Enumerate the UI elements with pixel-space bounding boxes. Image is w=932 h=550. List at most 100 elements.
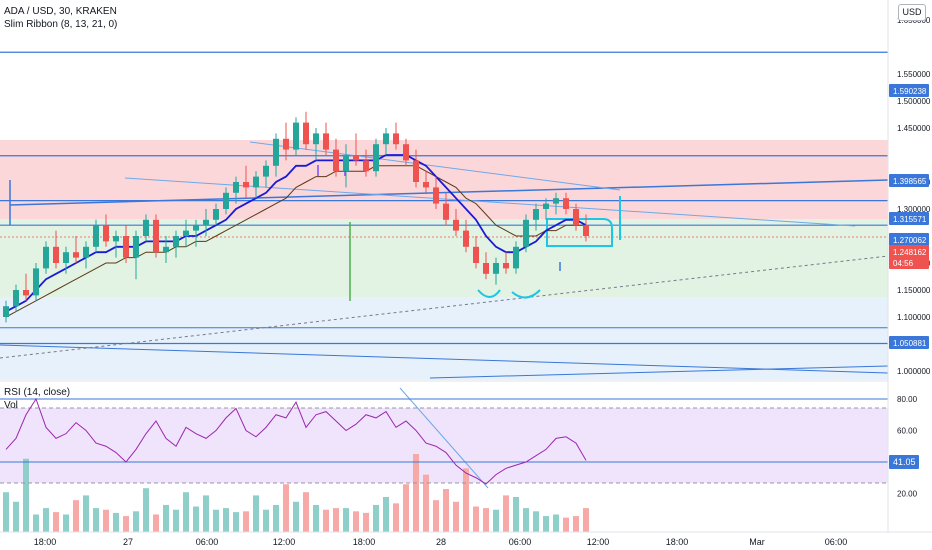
- rsi-tick-label: 80.00: [897, 395, 918, 404]
- candle-body: [513, 246, 519, 269]
- currency-button[interactable]: USD: [898, 4, 926, 21]
- candle: [113, 230, 119, 258]
- candle-body: [33, 268, 39, 296]
- candle: [543, 198, 549, 220]
- volume-bar: [253, 495, 259, 532]
- volume-bar: [493, 509, 499, 532]
- price-tag-bg: [889, 256, 929, 269]
- candle: [33, 263, 39, 301]
- candle: [293, 117, 299, 155]
- time-tick-label: 18:00: [353, 537, 376, 547]
- price-tag: 1.398565: [889, 174, 929, 187]
- candle: [553, 192, 559, 215]
- rsi-tick-label: 60.00: [897, 427, 918, 436]
- candle: [393, 122, 399, 150]
- price-tick-label: 1.450000: [897, 124, 931, 133]
- candle-body: [3, 306, 9, 317]
- candle: [333, 138, 339, 177]
- volume-bar: [383, 496, 389, 532]
- lower-zone: [0, 297, 888, 380]
- trendline-bottom[interactable]: [429, 365, 889, 379]
- price-tick-label: 1.100000: [897, 313, 931, 322]
- trendline-upper[interactable]: [9, 179, 889, 206]
- price-tag: 1.248162: [889, 245, 929, 258]
- time-tick-label: 18:00: [666, 537, 689, 547]
- candle-body: [583, 225, 589, 236]
- candle-body: [393, 133, 399, 145]
- candle-body: [493, 263, 499, 274]
- candle-body: [563, 198, 569, 209]
- price-tag-text: 1.270062: [893, 236, 927, 245]
- trendline-dashed[interactable]: [0, 255, 889, 359]
- volume-bar: [133, 511, 139, 532]
- candle: [373, 138, 379, 177]
- candle-body: [233, 182, 239, 193]
- candle-body: [163, 246, 169, 253]
- price-tag-text: 1.050881: [893, 339, 927, 348]
- volume-bar: [363, 512, 369, 532]
- time-tick-label: 06:00: [509, 537, 532, 547]
- candle-body: [363, 160, 369, 172]
- candle-body: [283, 138, 289, 150]
- volume-bar: [553, 514, 559, 532]
- pattern-left-cup[interactable]: [477, 289, 501, 298]
- candle-body: [343, 155, 349, 172]
- price-axis[interactable]: 1.7500001.7000001.6500001.5500001.500000…: [897, 0, 931, 376]
- candle-body: [413, 160, 419, 182]
- candle: [413, 149, 419, 188]
- candle-body: [323, 133, 329, 150]
- volume-bar: [123, 516, 129, 532]
- candle-body: [303, 122, 309, 145]
- volume-bar: [513, 496, 519, 532]
- candle: [3, 300, 9, 323]
- volume-bar: [533, 511, 539, 532]
- candle: [563, 192, 569, 215]
- candle-body: [243, 182, 249, 188]
- price-tag-text: 04:56: [893, 259, 914, 268]
- indicator-title[interactable]: Slim Ribbon (8, 13, 21, 0): [4, 19, 118, 30]
- candle: [233, 176, 239, 204]
- candle-body: [543, 203, 549, 209]
- candle: [343, 144, 349, 188]
- pattern-box[interactable]: [546, 218, 613, 247]
- candle: [303, 111, 309, 150]
- volume-bar: [503, 495, 509, 532]
- candle-body: [113, 236, 119, 242]
- price-tag: 1.050881: [889, 336, 929, 349]
- volume-bar: [193, 506, 199, 532]
- candle-body: [263, 165, 269, 177]
- time-axis[interactable]: 18:00 27 06:00 12:00 18:00 28 06:00 12:00 18:00 M…: [34, 537, 848, 547]
- pattern-right-cup[interactable]: [511, 289, 541, 299]
- price-tag-bg: [889, 212, 929, 225]
- candle-body: [573, 209, 579, 226]
- price-tag-text: 1.315571: [893, 215, 927, 224]
- candle: [533, 203, 539, 231]
- candles: [3, 111, 589, 323]
- candle: [383, 128, 389, 155]
- candle-body: [63, 252, 69, 263]
- rsi-axis[interactable]: 80.00 60.00 20.00: [897, 395, 918, 499]
- candle-body: [203, 219, 209, 226]
- candle-body: [213, 209, 219, 220]
- volume-bar: [163, 504, 169, 532]
- rsi-title[interactable]: RSI (14, close): [4, 387, 70, 398]
- trendline-lower[interactable]: [0, 344, 889, 374]
- time-tick-label: Mar: [749, 537, 765, 547]
- candle-body: [93, 225, 99, 247]
- volume-label[interactable]: Vol: [4, 400, 18, 411]
- volume-bar: [113, 512, 119, 532]
- horizontal-levels: [0, 51, 888, 345]
- rsi-trendline[interactable]: [399, 387, 489, 489]
- candle: [63, 246, 69, 274]
- time-tick-label: 06:00: [196, 537, 219, 547]
- trendlines: [0, 141, 889, 489]
- symbol-title[interactable]: ADA / USD, 30, KRAKEN: [4, 6, 117, 17]
- candle-body: [123, 236, 129, 258]
- volume-bar: [143, 488, 149, 532]
- trendline-top[interactable]: [249, 141, 621, 191]
- candle: [53, 230, 59, 269]
- candle-body: [173, 236, 179, 247]
- candle-body: [403, 144, 409, 161]
- rsi-band: [0, 408, 888, 483]
